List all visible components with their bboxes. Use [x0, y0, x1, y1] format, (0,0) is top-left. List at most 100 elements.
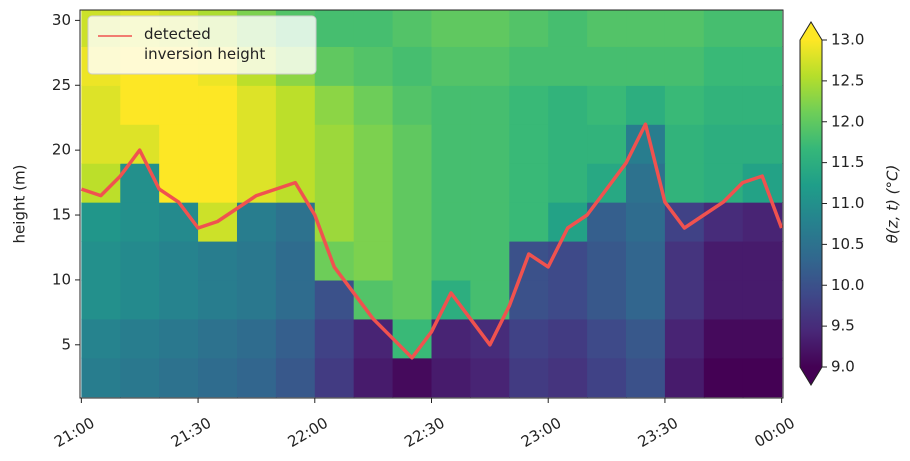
y-tick-label: 15: [52, 206, 71, 224]
heatmap-cell: [470, 124, 510, 164]
x-tick-label: 23:30: [635, 414, 681, 451]
heatmap-cell: [120, 85, 160, 125]
heatmap-cell: [198, 163, 238, 203]
heatmap-cell: [548, 202, 588, 242]
heatmap-cell: [626, 202, 666, 242]
heatmap-cell: [431, 124, 472, 164]
heatmap-cell: [742, 163, 783, 203]
heatmap-cell: [470, 279, 510, 320]
heatmap-cell: [275, 240, 316, 281]
heatmap-cell: [81, 318, 121, 359]
series-line: [80, 122, 783, 360]
heatmap-cell: [159, 85, 199, 125]
heatmap-cell: [275, 85, 316, 125]
heatmap-cell: [703, 279, 744, 320]
heatmap-cell: [392, 279, 433, 320]
legend-box: [87, 15, 317, 75]
heatmap-cell: [548, 124, 588, 164]
heatmap-cell: [509, 357, 549, 398]
colorbar-tick-label: 9.0: [831, 358, 855, 376]
heatmap-cell: [120, 240, 160, 281]
heatmap-cell: [275, 318, 316, 359]
colorbar-extend-top: [800, 22, 822, 40]
heatmap-cell: [159, 163, 199, 203]
heatmap-cell: [664, 85, 705, 125]
heatmap-cell: [431, 163, 472, 203]
heatmap-cell: [275, 124, 316, 164]
colorbar: [800, 40, 822, 367]
heatmap-cell: [509, 163, 549, 203]
heatmap-cell: [314, 124, 355, 164]
heatmap-cell: [236, 357, 277, 398]
heatmap-cell: [81, 124, 121, 164]
x-tick-label: 21:00: [51, 414, 97, 451]
heatmap-cell: [236, 240, 277, 281]
heatmap-cell: [431, 202, 472, 242]
heatmap-cell: [548, 318, 588, 359]
heatmap-cell: [703, 85, 744, 125]
heatmap-cell: [587, 279, 627, 320]
heatmap-cell: [742, 10, 783, 47]
heatmap-cell: [120, 318, 160, 359]
colorbar-tick-label: 11.5: [831, 153, 864, 171]
heatmap-cell: [470, 10, 510, 47]
heatmap-cell: [431, 85, 472, 125]
heatmap-cell: [548, 46, 588, 86]
heatmap-cell: [587, 46, 627, 86]
heatmap-cell: [742, 318, 783, 359]
heatmap-cell: [120, 357, 160, 398]
colorbar-tick-label: 12.5: [831, 71, 864, 89]
heatmap-cell: [626, 85, 666, 125]
y-tick-label: 25: [52, 76, 71, 94]
heatmap-cell: [509, 318, 549, 359]
heatmap-cell: [626, 279, 666, 320]
y-axis-label: height (m): [11, 165, 29, 244]
heatmap-cell: [626, 318, 666, 359]
x-tick-label: 00:00: [751, 414, 797, 451]
heatmap-cell: [353, 240, 394, 281]
heatmap-cell: [431, 357, 472, 398]
heatmap-cell: [664, 46, 705, 86]
heatmap-cell: [236, 85, 277, 125]
heatmap-cell: [742, 46, 783, 86]
heatmap-cell: [548, 163, 588, 203]
heatmap-cell: [470, 85, 510, 125]
heatmap-cell: [353, 46, 394, 86]
heatmap-cell: [664, 163, 705, 203]
heatmap-cell: [392, 240, 433, 281]
heatmap-cell: [664, 318, 705, 359]
heatmap-cell: [392, 124, 433, 164]
heatmap-cell: [509, 10, 549, 47]
heatmap-cell: [198, 318, 238, 359]
heatmap-cell: [548, 279, 588, 320]
heatmap-cell: [159, 357, 199, 398]
heatmap-cell: [509, 46, 549, 86]
heatmap-cell: [742, 202, 783, 242]
heatmap-cell: [626, 240, 666, 281]
heatmap-cell: [236, 318, 277, 359]
heatmap-cell: [198, 279, 238, 320]
heatmap-cell: [236, 202, 277, 242]
heatmap-cell: [275, 202, 316, 242]
heatmap-cell: [431, 318, 472, 359]
heatmap-cell: [626, 357, 666, 398]
heatmap-cell: [314, 85, 355, 125]
heatmap-cell: [548, 240, 588, 281]
heatmap-cell: [198, 85, 238, 125]
lines: [80, 122, 783, 360]
heatmap-cell: [392, 10, 433, 47]
heatmap-cell: [470, 163, 510, 203]
heatmap-cell: [470, 240, 510, 281]
heatmap-cell: [198, 124, 238, 164]
heatmap-cell: [742, 240, 783, 281]
heatmap-cell: [431, 240, 472, 281]
heatmap-cell: [275, 357, 316, 398]
heatmap-cell: [81, 357, 121, 398]
heatmap-cell: [236, 124, 277, 164]
y-tick-label: 20: [52, 141, 71, 159]
x-tick-label: 23:00: [518, 414, 564, 451]
heatmap-cell: [392, 163, 433, 203]
heatmap-cell: [81, 240, 121, 281]
x-tick-label: 22:00: [285, 414, 331, 451]
